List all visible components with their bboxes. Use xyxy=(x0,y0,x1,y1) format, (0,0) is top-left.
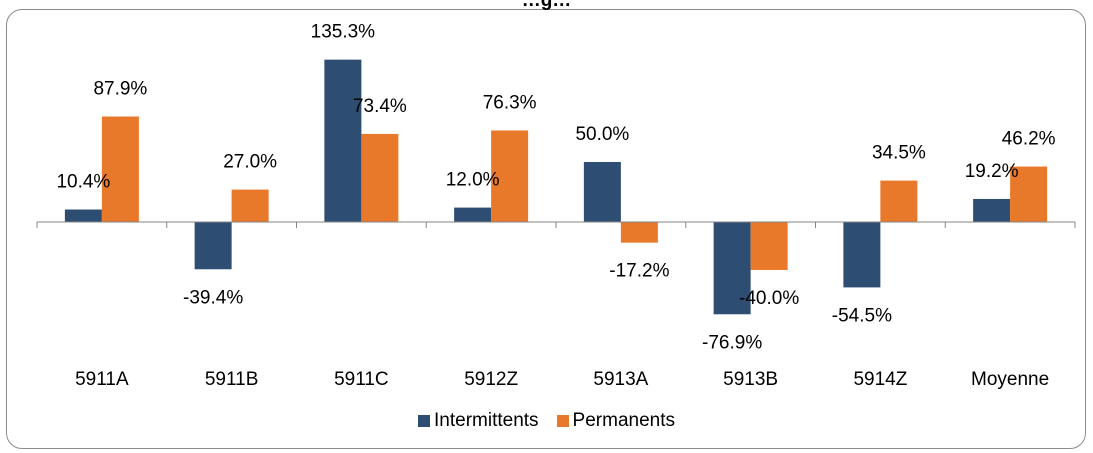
bar-permanents-5911A xyxy=(101,116,139,222)
x-tick-label-5912Z: 5912Z xyxy=(464,369,518,390)
legend-item-intermittents: Intermittents xyxy=(418,410,539,432)
legend-item-permanents: Permanents xyxy=(556,410,675,432)
data-label-intermittents-5911B: -39.4% xyxy=(183,287,243,308)
chart-frame xyxy=(6,9,1086,449)
x-tick-label-5911B: 5911B xyxy=(205,369,259,390)
x-tick-label-5913A: 5913A xyxy=(593,369,648,390)
legend-swatch-permanents xyxy=(556,415,569,427)
bar-permanents-5911C xyxy=(361,133,399,222)
data-label-permanents-Moyenne: 46.2% xyxy=(1002,129,1056,150)
bar-intermittents-5911C xyxy=(324,59,362,222)
data-label-intermittents-5912Z: 12.0% xyxy=(446,170,500,191)
legend-label-permanents: Permanents xyxy=(572,410,675,431)
data-label-permanents-5914Z: 34.5% xyxy=(872,143,926,164)
data-label-permanents-5911A: 87.9% xyxy=(93,79,147,100)
bar-permanents-5913A xyxy=(620,222,658,243)
bar-permanents-5912Z xyxy=(491,130,529,222)
data-label-intermittents-5911A: 10.4% xyxy=(56,172,110,193)
data-label-permanents-5913A: -17.2% xyxy=(609,261,669,282)
legend-swatch-intermittents xyxy=(418,415,430,427)
data-label-intermittents-Moyenne: 19.2% xyxy=(965,161,1019,182)
data-label-intermittents-5913B: -76.9% xyxy=(702,332,762,353)
data-label-intermittents-5911C: 135.3% xyxy=(311,22,376,43)
bar-intermittents-5913A xyxy=(583,162,621,222)
bar-intermittents-5914Z xyxy=(843,222,881,288)
bar-intermittents-5913B xyxy=(713,222,751,315)
bar-intermittents-5911A xyxy=(64,209,102,222)
data-label-permanents-5911B: 27.0% xyxy=(223,152,277,173)
data-label-permanents-5911C: 73.4% xyxy=(353,96,407,117)
bar-intermittents-5911B xyxy=(194,222,232,270)
bar-permanents-Moyenne xyxy=(1010,166,1048,222)
bar-intermittents-Moyenne xyxy=(973,198,1011,222)
bar-permanents-5911B xyxy=(231,189,269,222)
legend: Intermittents Permanents xyxy=(0,410,1093,432)
legend-label-intermittents: Intermittents xyxy=(434,410,539,431)
bar-permanents-5914Z xyxy=(880,180,918,222)
bar-intermittents-5912Z xyxy=(454,207,492,222)
bar-permanents-5913B xyxy=(750,222,788,270)
x-tick-label-Moyenne: Moyenne xyxy=(971,369,1049,390)
x-tick-label-5911C: 5911C xyxy=(334,369,389,390)
x-tick-label-5914Z: 5914Z xyxy=(853,369,907,390)
x-tick-label-5911A: 5911A xyxy=(75,369,129,390)
data-label-intermittents-5913A: 50.0% xyxy=(575,124,629,145)
data-label-permanents-5913B: -40.0% xyxy=(739,288,799,309)
x-tick-label-5913B: 5913B xyxy=(723,369,778,390)
chart-title: …g… xyxy=(521,0,572,11)
data-label-intermittents-5914Z: -54.5% xyxy=(832,305,892,326)
data-label-permanents-5912Z: 76.3% xyxy=(483,92,537,113)
